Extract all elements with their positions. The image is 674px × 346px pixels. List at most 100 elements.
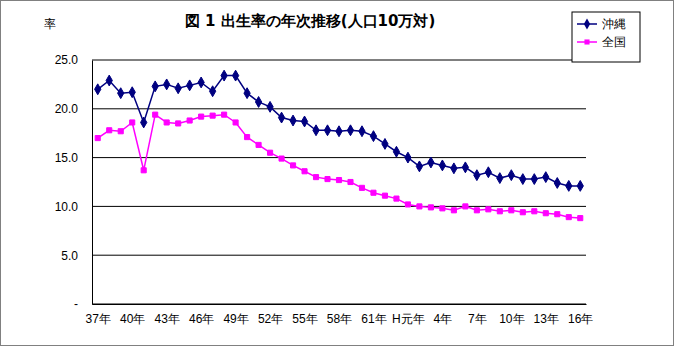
point: [325, 177, 330, 182]
x-tick-label: 10年: [499, 312, 524, 326]
y-tick: 15.0: [55, 151, 92, 165]
y-axis-line: [92, 61, 93, 305]
point: [543, 211, 548, 216]
y-tick: 5.0: [61, 249, 92, 263]
point: [164, 79, 170, 90]
point: [451, 163, 457, 174]
x-tick-label: H元年: [392, 312, 425, 326]
point: [417, 204, 422, 209]
point: [370, 131, 376, 142]
point: [554, 178, 560, 189]
x-tick: 46年: [189, 304, 214, 326]
point: [371, 190, 376, 195]
point: [440, 206, 445, 211]
point: [394, 196, 399, 201]
x-tick: H元年: [392, 304, 425, 326]
point: [359, 185, 364, 190]
point: [164, 120, 169, 125]
chart: 図 1 出生率の年次推移(人口10万対)率-5.010.015.020.025.…: [0, 0, 674, 346]
point: [176, 121, 181, 126]
point: [462, 162, 468, 173]
grid-line: [92, 108, 586, 109]
point: [566, 215, 571, 220]
point: [152, 81, 158, 92]
point: [141, 117, 147, 128]
point: [130, 120, 135, 125]
x-tick-label: 16年: [568, 312, 593, 326]
series-area: [95, 70, 584, 220]
point: [520, 174, 526, 185]
y-axis: -5.010.015.020.025.0: [55, 53, 93, 311]
point: [577, 180, 583, 191]
point: [187, 80, 193, 91]
x-tick: 55年: [292, 304, 317, 326]
x-tick-label: 52年: [258, 312, 283, 326]
point: [267, 101, 273, 112]
point: [382, 139, 388, 150]
x-tick: 43年: [154, 304, 179, 326]
point: [439, 160, 445, 171]
y-tick-label: -: [74, 297, 78, 311]
point: [153, 112, 158, 117]
point: [359, 126, 365, 137]
x-tick-label: 7年: [468, 312, 487, 326]
point: [118, 88, 124, 99]
title: 図 1 出生率の年次推移(人口10万対): [185, 12, 435, 30]
point: [336, 177, 341, 182]
point: [232, 70, 238, 81]
point: [129, 87, 135, 98]
x-tick: 37年: [86, 304, 111, 326]
x-tick: 40年: [120, 304, 145, 326]
point: [451, 208, 456, 213]
point: [393, 146, 399, 157]
y-axis-title: 率: [44, 17, 56, 31]
point: [508, 170, 514, 181]
grid-line: [92, 304, 586, 305]
y-tick-label: 20.0: [55, 102, 79, 116]
point: [405, 152, 411, 163]
point: [118, 129, 123, 134]
x-tick: 49年: [223, 304, 248, 326]
x-tick-label: 46年: [189, 312, 214, 326]
grid-line: [92, 206, 586, 207]
point: [578, 216, 583, 221]
y-tick: -: [74, 297, 92, 311]
grid-line: [92, 157, 586, 158]
point: [244, 88, 250, 99]
point: [531, 174, 537, 185]
point: [302, 169, 307, 174]
point: [222, 112, 227, 117]
x-tick-label: 37年: [86, 312, 111, 326]
legend-marker: [584, 39, 589, 44]
point: [245, 135, 250, 140]
x-tick: 13年: [534, 304, 559, 326]
point: [255, 97, 261, 108]
legend-label: 全国: [602, 35, 626, 49]
point: [486, 207, 491, 212]
point: [95, 136, 100, 141]
x-tick: 58年: [327, 304, 352, 326]
grid: [92, 60, 586, 304]
x-tick-label: 13年: [534, 312, 559, 326]
point: [428, 157, 434, 168]
point: [209, 86, 215, 97]
grid-line: [92, 60, 586, 61]
point: [566, 180, 572, 191]
point: [348, 179, 353, 184]
point: [256, 142, 261, 147]
point: [199, 114, 204, 119]
point: [428, 205, 433, 210]
legend-label: 沖縄: [602, 17, 626, 31]
point: [324, 125, 330, 136]
x-tick: 52年: [258, 304, 283, 326]
point: [497, 209, 502, 214]
point: [543, 172, 549, 183]
point: [336, 126, 342, 137]
point: [555, 212, 560, 217]
point: [485, 167, 491, 178]
legend-marker: [584, 19, 590, 30]
x-axis: 37年40年43年46年49年52年55年58年61年H元年4年7年10年13年…: [86, 304, 594, 326]
x-tick-label: 55年: [292, 312, 317, 326]
legend-box: [572, 12, 640, 62]
x-tick-label: 40年: [120, 312, 145, 326]
